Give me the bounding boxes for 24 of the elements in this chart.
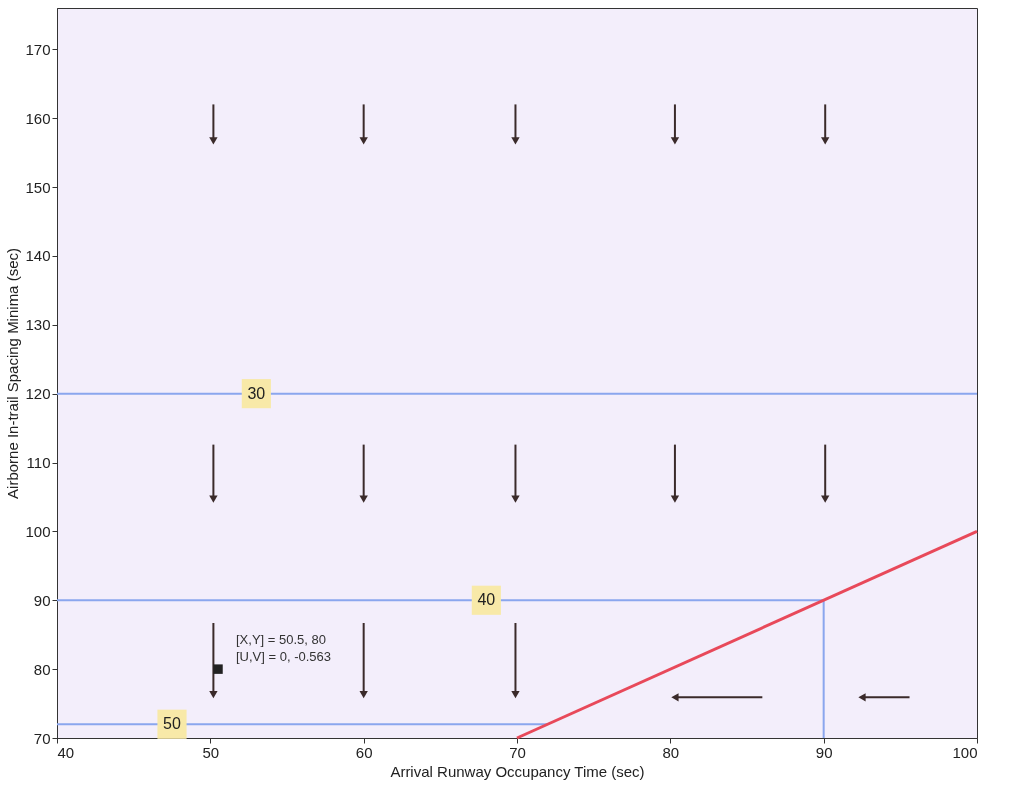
y-tick-label: 90 bbox=[33, 591, 51, 609]
y-tick-label: 150 bbox=[25, 178, 51, 196]
x-tick-label: 40 bbox=[57, 743, 75, 761]
annotation: [X,Y] = 50.5, 80 [U,V] = 0, -0.563 bbox=[236, 632, 332, 665]
y-axis-title: Airborne In-trail Spacing Minima (sec) bbox=[4, 248, 22, 499]
x-tick-label: 100 bbox=[952, 743, 978, 761]
x-tick-label: 50 bbox=[202, 743, 220, 761]
y-tick-label: 140 bbox=[25, 247, 51, 265]
x-axis-title: Arrival Runway Occupancy Time (sec) bbox=[390, 762, 645, 780]
y-tick-label: 130 bbox=[25, 316, 51, 334]
y-tick-label: 160 bbox=[25, 109, 51, 127]
x-tick-label: 80 bbox=[662, 743, 680, 761]
x-tick-label: 60 bbox=[355, 743, 373, 761]
x-tick-label: 90 bbox=[815, 743, 833, 761]
annotation: 40 bbox=[477, 591, 496, 609]
y-tick-label: 110 bbox=[26, 454, 51, 472]
y-tick-label: 70 bbox=[33, 729, 51, 747]
annotation: 30 bbox=[247, 384, 266, 402]
annotation: 50 bbox=[163, 715, 181, 733]
y-tick-label: 80 bbox=[33, 660, 51, 678]
y-tick-label: 120 bbox=[25, 385, 51, 403]
y-tick-label: 170 bbox=[25, 40, 51, 58]
x-tick-label: 70 bbox=[509, 743, 526, 761]
y-tick-label: 100 bbox=[25, 522, 51, 540]
